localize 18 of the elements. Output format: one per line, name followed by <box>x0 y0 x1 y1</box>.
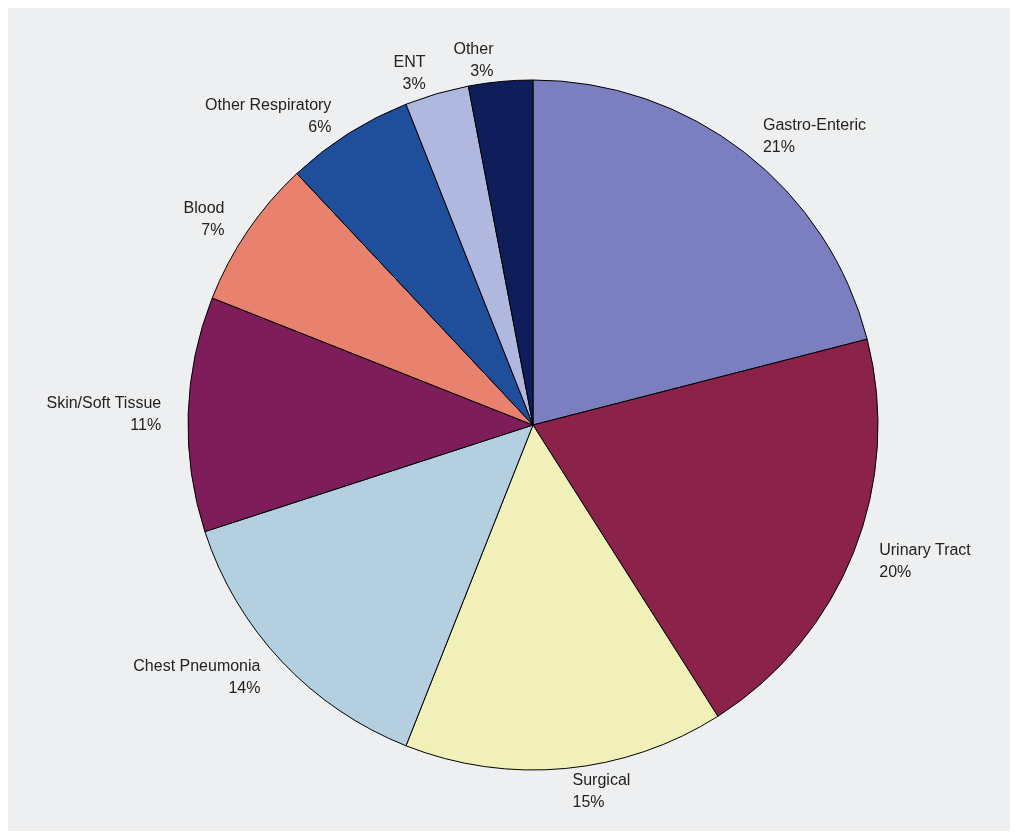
slice-label: ENT <box>393 53 426 71</box>
data-label: 20% <box>879 562 912 580</box>
slice-label: Chest Pneumonia <box>133 656 261 674</box>
data-label: 15% <box>572 792 605 810</box>
slice-label: Gastro-Enteric <box>762 115 867 133</box>
data-label: 21% <box>762 137 795 155</box>
data-label: 6% <box>308 117 332 135</box>
data-label: 3% <box>470 62 494 80</box>
slice-label: Blood <box>183 199 225 217</box>
data-label: 3% <box>402 75 426 93</box>
data-label: 14% <box>228 678 261 696</box>
data-label: 7% <box>201 221 225 239</box>
slice-label: Skin/Soft Tissue <box>46 393 162 411</box>
slice-label: Other Respiratory <box>205 95 332 113</box>
slice-label: Surgical <box>572 770 631 788</box>
slice-label: Other <box>453 40 495 58</box>
slice-label: Urinary Tract <box>879 540 972 558</box>
data-label: 11% <box>130 415 162 433</box>
